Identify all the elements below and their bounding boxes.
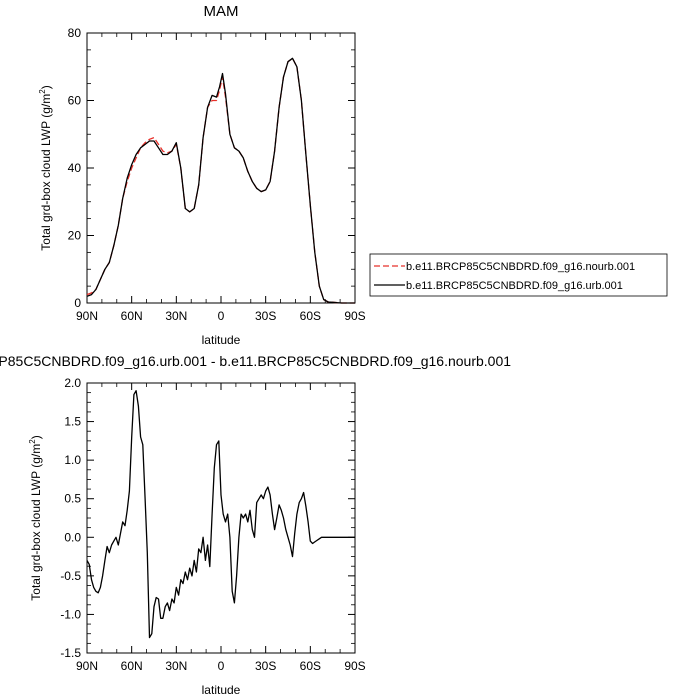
bottom-series-line-0 [86, 390, 355, 639]
bottom-y-tick-label: 1.0 [64, 453, 81, 467]
bottom-x-tick-label: 30S [255, 659, 276, 673]
top-x-tick-label: 90S [344, 309, 365, 323]
top-y-axis-label-end: ) [39, 85, 53, 89]
bottom-y-axis-label: Total grd-box cloud LWP (g/m2) [28, 435, 43, 600]
bottom-y-tick-label: 2.0 [64, 376, 81, 390]
bottom-x-tick-label: 90S [344, 659, 365, 673]
bottom-plot-ticks: 90N 60N 30N 0 30S 60S 90S -1.5 -1.0 -0.5 0.0 0.5 1.0… [60, 376, 365, 673]
bottom-plot-frame [86, 382, 356, 654]
bottom-y-axis-label-end: ) [29, 435, 43, 439]
bottom-plot-series [86, 390, 355, 639]
top-x-tick-label: 0 [218, 309, 225, 323]
bottom-y-tick-label: -1.5 [60, 646, 81, 660]
legend-box [369, 253, 668, 297]
legend-entry-nourb: b.e11.BRCP85C5CNBDRD.f09_g16.nourb.001 [406, 261, 635, 273]
top-y-tick-label: 20 [68, 229, 82, 243]
top-plot-series [86, 57, 355, 304]
bottom-plot: b.e11.BRCP85C5CNBDRD.f09_g16.urb.001 - b… [0, 353, 511, 697]
bottom-x-tick-label: 0 [218, 659, 225, 673]
top-plot-ticks: 90N 60N 30N 0 30S 60S 90S 0 20 40 60 80 [68, 26, 366, 323]
top-x-tick-label: 60S [300, 309, 321, 323]
bottom-x-tick-label: 60S [300, 659, 321, 673]
top-y-tick-label: 0 [74, 296, 81, 310]
bottom-y-axis-label-sup: 2 [28, 439, 37, 444]
bottom-x-tick-label: 60N [121, 659, 143, 673]
bottom-chart-title: b.e11.BRCP85C5CNBDRD.f09_g16.urb.001 - b… [0, 353, 511, 369]
bottom-x-tick-label: 90N [76, 659, 98, 673]
top-x-tick-label: 30S [255, 309, 276, 323]
legend: b.e11.BRCP85C5CNBDRD.f09_g16.nourb.001 b… [369, 253, 668, 297]
top-y-tick-label: 40 [68, 161, 82, 175]
top-plot: MAM 90N 60N 30N 0 30S 60S 90S 0 20 40 60 80 latitud… [38, 3, 366, 347]
bottom-y-tick-label: 1.5 [64, 415, 81, 429]
bottom-x-tick-label: 30N [165, 659, 187, 673]
top-chart-title: MAM [204, 3, 239, 20]
bottom-y-tick-label: 0.0 [64, 530, 81, 544]
top-x-axis-label: latitude [202, 333, 241, 347]
top-y-tick-label: 60 [68, 94, 82, 108]
bottom-y-tick-label: -1.0 [60, 607, 81, 621]
top-y-axis-label-main: Total grd-box cloud LWP (g/m [39, 94, 53, 251]
bottom-x-axis-label: latitude [202, 683, 241, 697]
bottom-y-tick-label: 0.5 [64, 492, 81, 506]
top-series-line-1 [86, 57, 355, 304]
top-x-tick-label: 60N [121, 309, 143, 323]
top-x-tick-label: 90N [76, 309, 98, 323]
bottom-y-tick-label: -0.5 [60, 569, 81, 583]
top-plot-frame [86, 32, 356, 304]
top-y-tick-label: 80 [68, 26, 82, 40]
legend-entry-urb: b.e11.BRCP85C5CNBDRD.f09_g16.urb.001 [406, 280, 623, 292]
top-y-axis-label-sup: 2 [38, 89, 47, 94]
top-y-axis-label: Total grd-box cloud LWP (g/m2) [38, 85, 53, 250]
bottom-y-axis-label-main: Total grd-box cloud LWP (g/m [29, 444, 43, 601]
top-x-tick-label: 30N [165, 309, 187, 323]
